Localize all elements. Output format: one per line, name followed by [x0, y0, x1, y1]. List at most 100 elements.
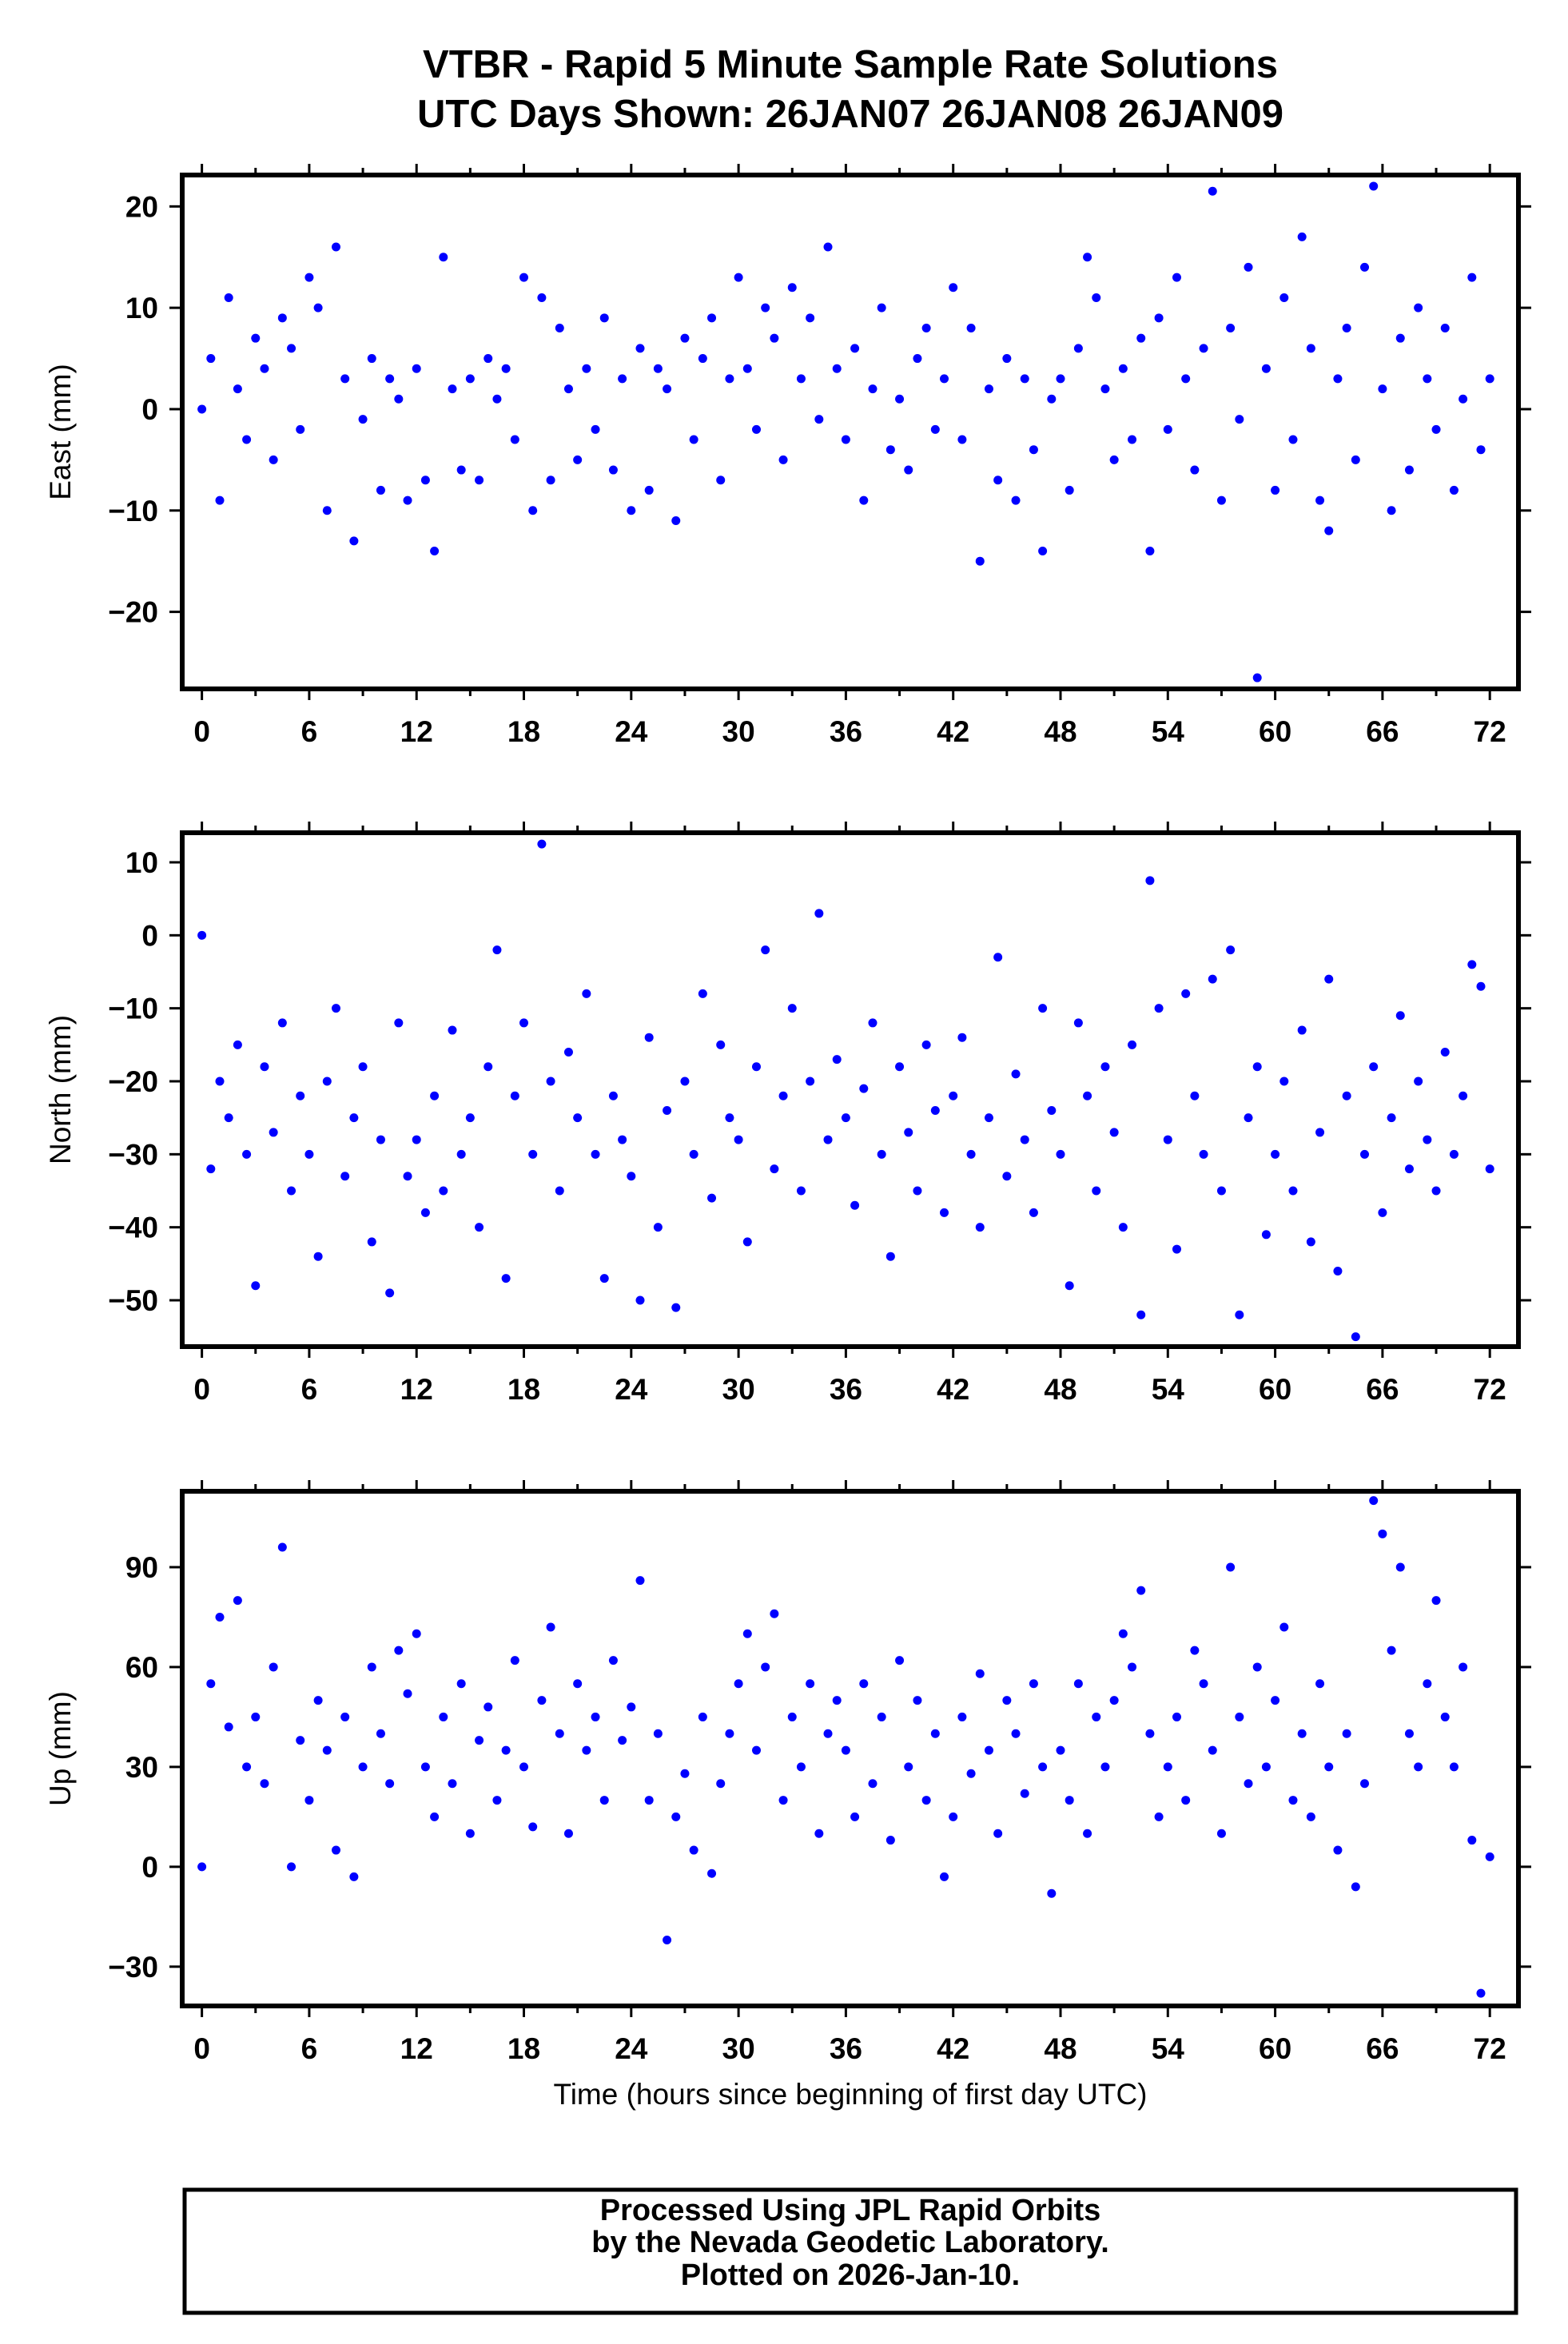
up-data-point	[376, 1729, 385, 1738]
up-data-point	[260, 1779, 269, 1789]
east-data-point	[430, 547, 440, 556]
east-data-point	[385, 374, 395, 384]
north-data-point	[1261, 1230, 1271, 1240]
east-data-point	[635, 344, 645, 353]
north-y-tick-label: 0	[141, 919, 158, 952]
north-data-point	[1315, 1128, 1325, 1137]
north-data-point	[1136, 1310, 1146, 1319]
chart-title-line2: UTC Days Shown: 26JAN07 26JAN08 26JAN09	[417, 93, 1283, 136]
east-data-point	[689, 435, 698, 444]
east-data-point	[1011, 495, 1021, 505]
east-data-point	[1244, 262, 1253, 272]
east-x-tick-label: 30	[722, 715, 755, 748]
up-data-point	[1199, 1679, 1208, 1689]
up-data-point	[492, 1796, 502, 1805]
north-data-point	[796, 1186, 806, 1196]
up-data-point	[394, 1646, 404, 1655]
east-data-point	[233, 384, 242, 394]
north-data-point	[1449, 1149, 1459, 1159]
up-data-point	[823, 1729, 833, 1738]
up-data-point	[1252, 1662, 1262, 1672]
north-data-point	[465, 1113, 475, 1123]
north-data-point	[304, 1149, 314, 1159]
north-data-point	[698, 989, 707, 998]
east-x-tick-label: 48	[1044, 715, 1077, 748]
north-data-point	[260, 1062, 269, 1072]
east-data-point	[680, 333, 690, 343]
up-data-point	[770, 1609, 779, 1618]
north-data-point	[206, 1164, 216, 1174]
up-data-point	[1056, 1745, 1065, 1755]
east-data-point	[1136, 333, 1146, 343]
north-data-point	[1118, 1223, 1128, 1232]
up-x-tick-label: 66	[1366, 2032, 1399, 2065]
north-data-point	[644, 1033, 654, 1042]
east-data-point	[304, 273, 314, 282]
up-data-point	[1118, 1629, 1128, 1638]
north-data-point	[859, 1084, 869, 1093]
north-data-point	[1011, 1069, 1021, 1079]
up-data-point	[555, 1729, 564, 1738]
east-data-point	[197, 404, 207, 414]
east-data-point	[716, 476, 726, 485]
north-data-point	[725, 1113, 734, 1123]
north-data-point	[663, 1106, 672, 1116]
up-y-axis-label: Up (mm)	[44, 1691, 77, 1806]
north-data-point	[832, 1055, 842, 1065]
east-data-point	[885, 445, 895, 455]
north-x-tick-label: 66	[1366, 1373, 1399, 1406]
east-data-point	[1395, 333, 1405, 343]
up-data-point	[456, 1679, 466, 1689]
up-data-point	[680, 1769, 690, 1778]
east-data-point	[653, 364, 663, 373]
up-x-tick-label: 54	[1152, 2032, 1185, 2065]
up-data-point	[1109, 1696, 1119, 1705]
north-data-point	[993, 953, 1003, 962]
east-data-point	[412, 364, 421, 373]
north-data-point	[1083, 1091, 1092, 1100]
north-data-point	[1216, 1186, 1226, 1196]
up-data-point	[751, 1745, 761, 1755]
east-data-point	[492, 394, 502, 404]
north-y-tick-label: −50	[108, 1284, 158, 1317]
up-data-point	[1315, 1679, 1325, 1689]
up-data-point	[563, 1829, 573, 1838]
east-data-point	[742, 364, 752, 373]
east-data-point	[1404, 465, 1414, 475]
north-data-point	[966, 1149, 976, 1159]
up-data-point	[663, 1936, 672, 1945]
up-data-point	[1395, 1562, 1405, 1572]
east-data-point	[340, 374, 350, 384]
east-data-point	[663, 384, 672, 394]
up-data-point	[957, 1712, 967, 1721]
north-data-point	[1440, 1047, 1450, 1057]
up-data-point	[331, 1845, 340, 1855]
east-data-point	[1315, 495, 1325, 505]
east-data-point	[1047, 394, 1057, 404]
north-data-point	[751, 1062, 761, 1072]
up-data-point	[716, 1779, 726, 1789]
north-data-point	[394, 1018, 404, 1028]
up-data-point	[197, 1862, 207, 1872]
east-data-point	[949, 283, 958, 293]
north-data-point	[1038, 1004, 1048, 1013]
east-data-point	[367, 354, 376, 364]
east-data-point	[331, 242, 340, 252]
east-data-point	[1163, 424, 1172, 434]
north-data-point	[546, 1076, 555, 1086]
up-y-tick-label: 60	[125, 1651, 158, 1684]
north-data-point	[1387, 1113, 1396, 1123]
north-data-point	[913, 1186, 922, 1196]
east-data-point	[563, 384, 573, 394]
north-data-point	[877, 1149, 886, 1159]
east-data-point	[904, 465, 913, 475]
up-data-point	[627, 1702, 636, 1712]
north-data-point	[618, 1135, 627, 1144]
up-data-point	[895, 1656, 905, 1665]
north-data-point	[1056, 1149, 1065, 1159]
east-data-point	[1073, 344, 1083, 353]
north-y-tick-label: −30	[108, 1138, 158, 1171]
north-data-point	[430, 1091, 440, 1100]
east-x-tick-label: 18	[507, 715, 540, 748]
up-data-point	[1216, 1829, 1226, 1838]
